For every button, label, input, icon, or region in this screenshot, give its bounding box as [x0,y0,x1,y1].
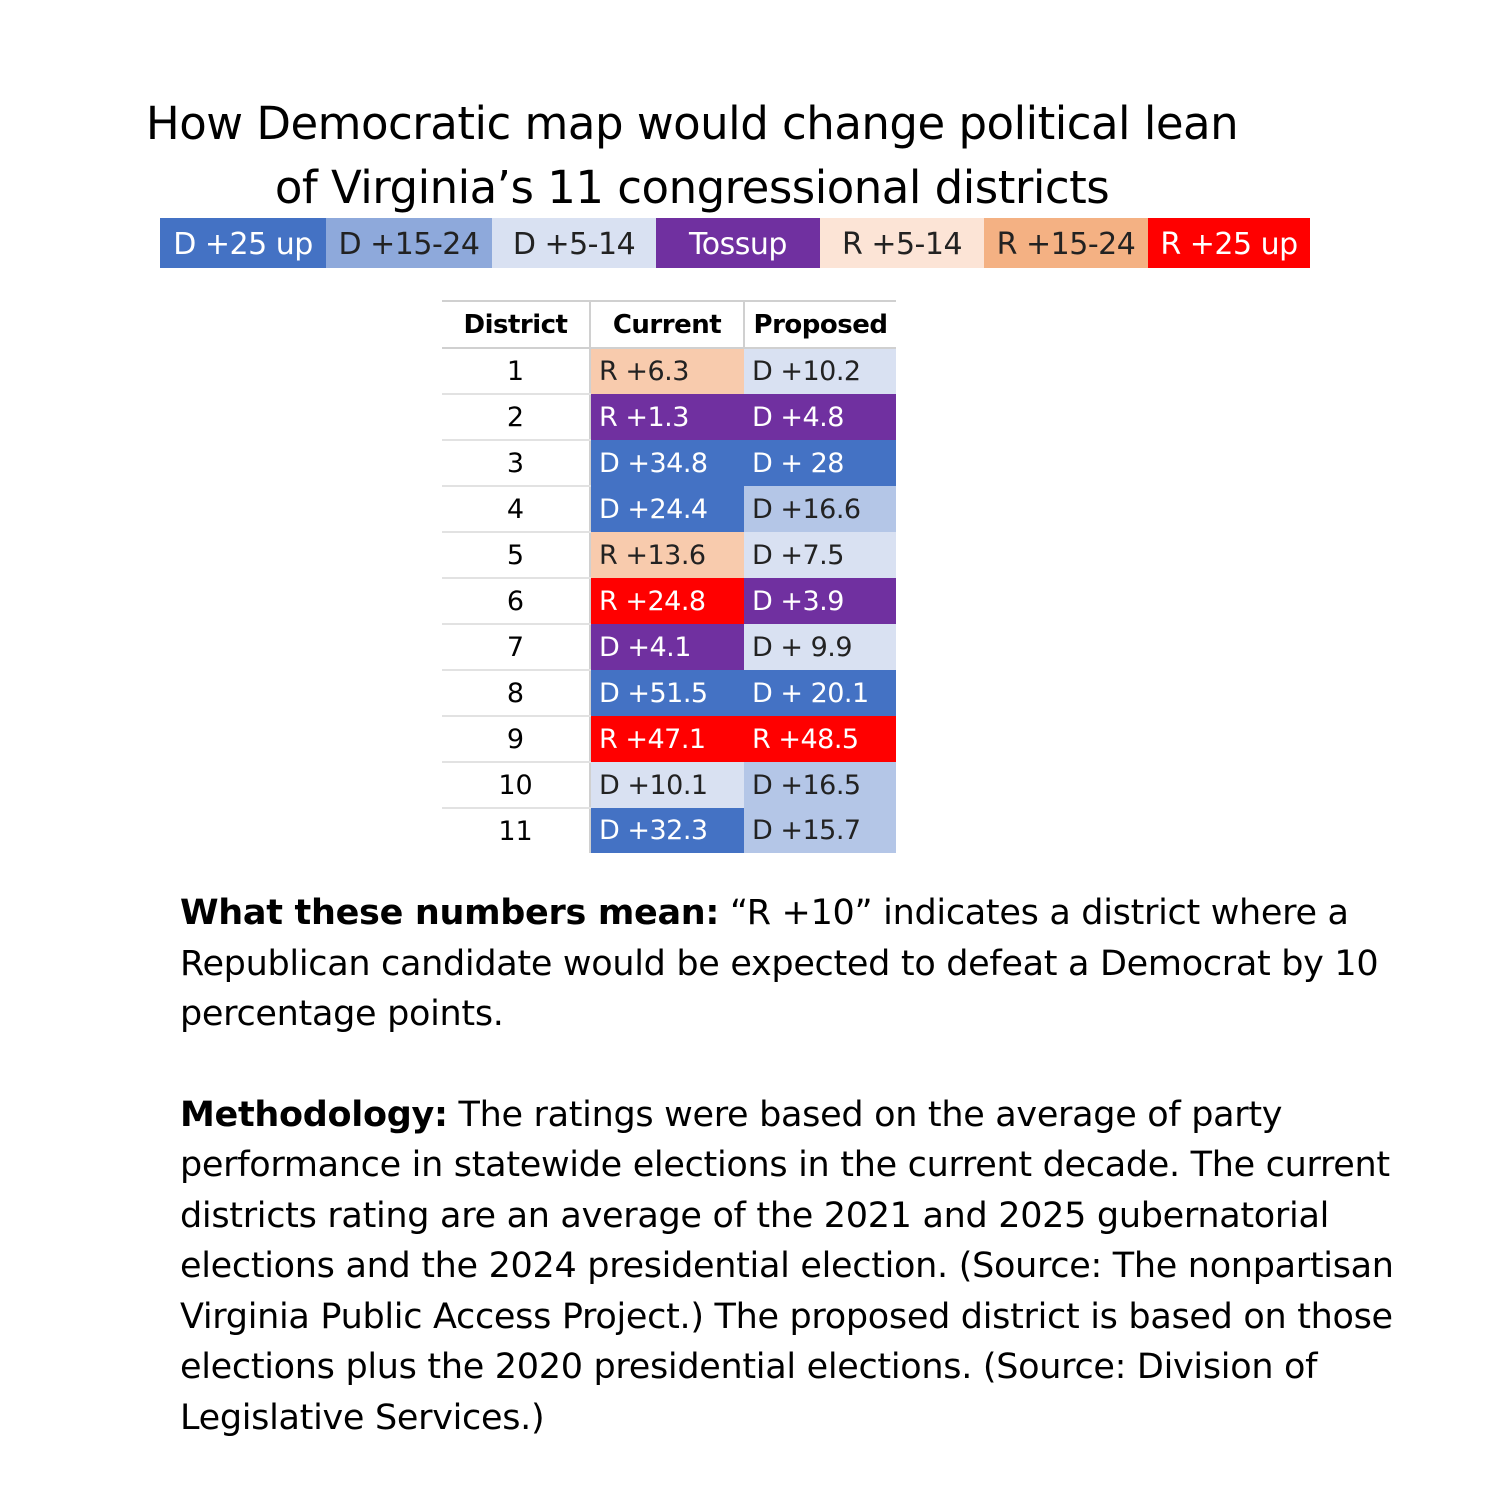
current-lean-cell: R +24.8 [590,578,744,624]
district-number-cell: 6 [442,578,591,625]
proposed-lean-cell: D + 28 [744,440,896,486]
table-header-row: District Current Proposed [442,300,896,349]
district-number-cell: 1 [442,348,591,395]
header-proposed: Proposed [744,300,896,349]
methodology-text: The ratings were based on the average of… [180,1094,1394,1438]
current-lean-cell: D +4.1 [590,624,744,670]
legend-swatch: D +5-14 [492,218,656,268]
proposed-lean-cell: D +7.5 [744,532,896,578]
current-lean-cell: R +6.3 [590,348,744,394]
methodology-paragraph: Methodology: The ratings were based on t… [180,1090,1400,1444]
proposed-lean-cell: D + 9.9 [744,624,896,670]
proposed-lean-cell: D +10.2 [744,348,896,394]
current-lean-cell: D +10.1 [590,762,744,808]
title-line-2: of Virginia’s 11 congressional districts [274,161,1110,215]
legend-swatch: R +15-24 [984,218,1148,268]
legend-swatch: D +15-24 [326,218,492,268]
legend-swatch: R +5-14 [820,218,984,268]
page-title: How Democratic map would change politica… [0,92,1384,220]
title-line-1: How Democratic map would change politica… [145,97,1239,151]
district-number-cell: 2 [442,394,591,441]
meaning-label: What these numbers mean: [180,893,720,933]
table-row: 10 D +10.1 D +16.5 [442,762,896,809]
meaning-text: “R +10” indicates a district where a Rep… [180,893,1379,1034]
methodology-label: Methodology: [180,1094,448,1135]
proposed-lean-cell: R +48.5 [744,716,896,762]
proposed-lean-cell: D + 20.1 [744,670,896,716]
table-row: 11 D +32.3 D +15.7 [442,808,896,853]
current-lean-cell: D +51.5 [590,670,744,716]
current-lean-cell: D +24.4 [590,486,744,532]
proposed-lean-cell: D +3.9 [744,578,896,624]
color-legend: D +25 up D +15-24 D +5-14 Tossup R +5-14 R +1… [160,218,1310,268]
current-lean-cell: R +13.6 [590,532,744,578]
district-number-cell: 7 [442,624,591,671]
legend-swatch: D +25 up [160,218,326,268]
district-number-cell: 4 [442,486,591,533]
district-number-cell: 11 [442,808,591,853]
proposed-lean-cell: D +16.5 [744,762,896,808]
legend-swatch: Tossup [656,218,820,268]
current-lean-cell: D +32.3 [590,808,744,853]
district-number-cell: 9 [442,716,591,763]
district-number-cell: 5 [442,532,591,579]
current-lean-cell: R +1.3 [590,394,744,440]
explanatory-notes: What these numbers mean: “R +10” indicat… [180,888,1400,1443]
district-number-cell: 10 [442,762,591,809]
proposed-lean-cell: D +16.6 [744,486,896,532]
header-district: District [442,300,591,349]
proposed-lean-cell: D +15.7 [744,808,896,853]
meaning-paragraph: What these numbers mean: “R +10” indicat… [180,888,1400,1040]
legend-swatch: R +25 up [1148,218,1310,268]
district-number-cell: 3 [442,440,591,487]
current-lean-cell: R +47.1 [590,716,744,762]
proposed-lean-cell: D +4.8 [744,394,896,440]
district-number-cell: 8 [442,670,591,717]
current-lean-cell: D +34.8 [590,440,744,486]
header-current: Current [590,300,745,349]
